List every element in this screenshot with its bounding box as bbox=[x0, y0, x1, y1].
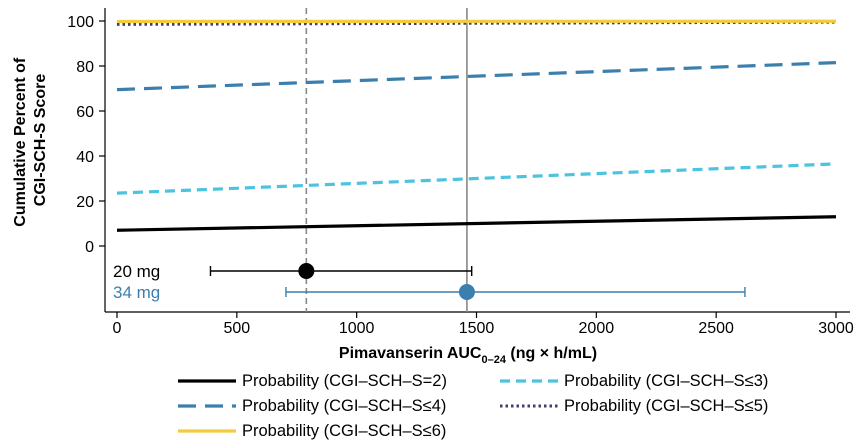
y-axis-title-line-2: CGI-SCH-S Score bbox=[32, 74, 49, 207]
y-tick-label-1: 0 bbox=[85, 239, 94, 256]
y-axis-title: Cumulative Percent of CGI-SCH-S Score bbox=[12, 53, 49, 226]
x-tick-label-4: 1500 bbox=[459, 320, 495, 337]
series-lines bbox=[116, 19, 837, 232]
legend-label-5: Probability (CGI–SCH–S≤6) bbox=[242, 422, 446, 440]
x-tick-label-5: 2000 bbox=[579, 320, 615, 337]
y-tick-label-6: 100 bbox=[67, 14, 94, 31]
legend-label-1: Probability (CGI–SCH–S=2) bbox=[242, 372, 447, 390]
y-tick-label-4: 60 bbox=[76, 104, 94, 121]
series-line-2 bbox=[116, 162, 837, 195]
y-ticks: 0 20 40 60 80 100 bbox=[67, 14, 105, 256]
x-ticks: 0 500 1000 1500 2000 2500 3000 bbox=[113, 312, 854, 337]
legend-label-3: Probability (CGI–SCH–S≤4) bbox=[242, 397, 446, 415]
series-line-1 bbox=[116, 215, 837, 232]
legend: Probability (CGI–SCH–S=2) Probability (CG… bbox=[178, 372, 768, 440]
y-axis-title-line-1: Cumulative Percent of bbox=[12, 57, 29, 227]
plot-area: 20 mg 34 mg 0 500 1000 1500 2000 2500 3000 0 20 4… bbox=[67, 8, 854, 337]
x-tick-label-3: 1000 bbox=[339, 320, 375, 337]
legend-label-2: Probability (CGI–SCH–S≤3) bbox=[564, 372, 768, 390]
x-tick-label-7: 3000 bbox=[818, 320, 854, 337]
x-axis-title: Pimavanserin AUC0–24 (ng × h/mL) bbox=[339, 345, 597, 366]
dose-ranges: 20 mg 34 mg bbox=[113, 262, 746, 302]
x-tick-label-1: 0 bbox=[113, 320, 122, 337]
series-line-4 bbox=[116, 20, 837, 26]
dose-point-2 bbox=[458, 284, 475, 300]
dose-label-1: 20 mg bbox=[113, 262, 160, 281]
y-tick-label-5: 80 bbox=[76, 59, 94, 76]
reference-lines bbox=[305, 8, 468, 312]
y-tick-label-2: 20 bbox=[76, 194, 94, 211]
x-tick-label-6: 2500 bbox=[698, 320, 734, 337]
legend-label-4: Probability (CGI–SCH–S≤5) bbox=[564, 397, 768, 415]
series-line-3 bbox=[116, 61, 837, 92]
x-tick-label-2: 500 bbox=[223, 320, 250, 337]
dose-point-1 bbox=[298, 263, 315, 279]
dose-label-2: 34 mg bbox=[113, 283, 160, 302]
y-tick-label-3: 40 bbox=[76, 149, 94, 166]
